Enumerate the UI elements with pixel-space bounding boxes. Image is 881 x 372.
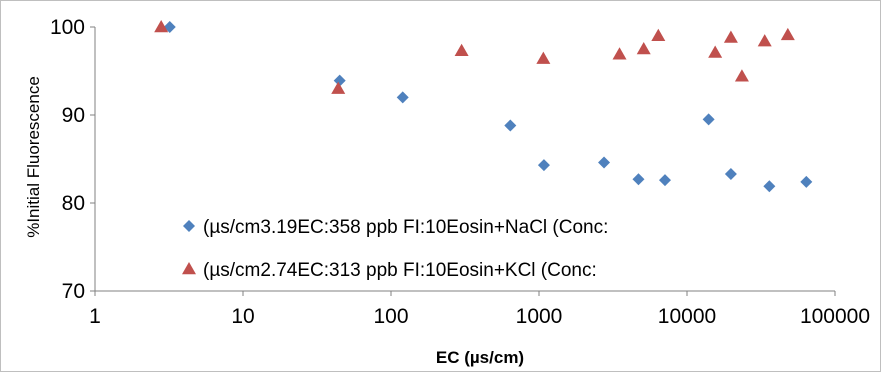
y-tick-label: 90: [62, 104, 85, 127]
data-point-series-1: [396, 91, 409, 104]
data-point-series-1: [724, 167, 737, 180]
data-point-series-2: [708, 45, 723, 58]
data-point-series-1: [800, 175, 813, 188]
data-point-series-2: [454, 43, 469, 57]
data-point-series-1: [537, 159, 550, 172]
data-point-series-1: [702, 113, 715, 126]
y-tick-label: 100: [50, 16, 85, 39]
legend-marker-series-1: [183, 220, 195, 232]
y-tick-label: 80: [62, 192, 85, 215]
x-tick-label: 10000: [658, 305, 716, 328]
data-point-series-2: [154, 20, 169, 33]
x-tick-label: 100: [373, 305, 408, 328]
data-point-series-2: [612, 47, 627, 60]
data-point-series-1: [763, 180, 776, 193]
data-point-series-2: [780, 27, 795, 41]
data-point-series-2: [536, 51, 551, 64]
data-point-series-1: [504, 119, 517, 132]
data-point-series-2: [651, 28, 666, 42]
legend-marker-series-2: [182, 262, 196, 275]
data-point-series-2: [723, 30, 738, 43]
x-tick-label: 100000: [800, 305, 870, 328]
legend-label-series-2: (µs/cm2.74EC:313 ppb FI:10Eosin+KCl (Con…: [203, 260, 597, 281]
data-point-series-2: [757, 34, 772, 47]
data-point-series-1: [632, 173, 645, 186]
data-point-series-1: [333, 74, 346, 87]
x-tick-label: 1000: [516, 305, 563, 328]
data-point-series-2: [636, 42, 651, 55]
data-point-series-1: [598, 156, 611, 169]
x-tick-label: 1: [89, 305, 101, 328]
y-tick-label: 70: [62, 280, 85, 303]
data-point-series-2: [734, 69, 749, 82]
data-point-series-2: [331, 81, 346, 94]
legend-label-series-1: (µs/cm3.19EC:358 ppb FI:10Eosin+NaCl (Co…: [203, 217, 608, 238]
y-axis-title: %Initial Fluorescence: [24, 76, 43, 238]
x-axis-title: EC (µs/cm): [436, 348, 524, 367]
data-point-series-1: [658, 174, 671, 187]
x-tick-label: 10: [231, 305, 254, 328]
